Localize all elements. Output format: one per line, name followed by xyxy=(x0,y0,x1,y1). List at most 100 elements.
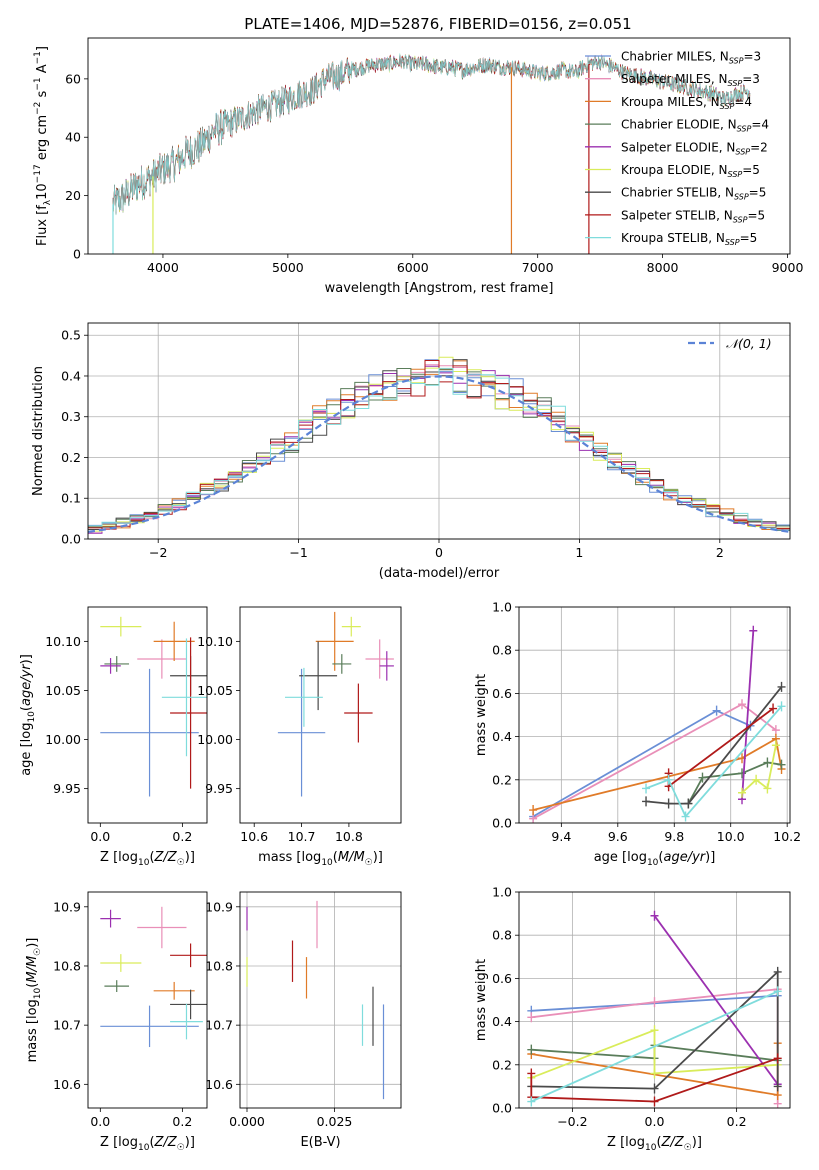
x-tick-label: 4000 xyxy=(147,260,179,275)
mass_vs_ebv-axes: 0.000 0.025 10.6 10.7 10.8 10.9 E(B-V) xyxy=(205,891,402,1150)
x-axis-label: wavelength [Angstrom, rest frame] xyxy=(325,281,554,296)
mass_vs_Z-frame xyxy=(87,891,208,1109)
x-tick-label: −0.2 xyxy=(557,1114,587,1129)
y-tick-label: 0.0 xyxy=(492,816,512,831)
x-tick-label: 5000 xyxy=(272,260,304,275)
legend-label: Salpeter STELIB, NSSP=5 xyxy=(621,208,765,224)
weight-marker xyxy=(664,774,673,785)
residual_hist-frame xyxy=(87,322,791,540)
weight-marker xyxy=(773,1053,782,1064)
y-tick-label: 0.2 xyxy=(492,1057,512,1072)
y-tick-label: 0.4 xyxy=(492,1014,512,1029)
weight-marker xyxy=(771,725,780,736)
x-tick-label: 0.2 xyxy=(727,1114,747,1129)
y-tick-label: 10.7 xyxy=(53,1018,81,1033)
spectrum-line xyxy=(112,53,751,216)
x-tick-label: 9.4 xyxy=(551,829,571,844)
weight-marker xyxy=(773,1098,782,1108)
weight-marker xyxy=(773,986,782,997)
y-axis-label: mass weight xyxy=(474,959,489,1041)
weight-marker xyxy=(529,805,538,816)
x-axis-label: mass [log10(M/M☉)] xyxy=(258,850,383,868)
legend-label: Salpeter MILES, NSSP=3 xyxy=(621,72,760,88)
weight-marker xyxy=(664,798,673,809)
data-point xyxy=(341,616,361,637)
x-tick-label: 0.025 xyxy=(317,1114,353,1129)
mass_vs_ebv-marks xyxy=(246,900,385,1100)
weight-marker xyxy=(777,681,786,692)
x-tick-label: 8000 xyxy=(647,260,679,275)
weight-marker xyxy=(642,796,651,807)
weight-series-line xyxy=(532,737,783,811)
y-axis-label: mass [log10(M/M☉)] xyxy=(25,938,43,1063)
y-tick-label: 0 xyxy=(73,247,81,262)
y-tick-label: 10.8 xyxy=(53,958,81,973)
legend-label: Kroupa MILES, NSSP=4 xyxy=(621,95,752,111)
legend-label: Chabrier STELIB, NSSP=5 xyxy=(621,186,766,202)
weight-marker xyxy=(752,774,761,785)
spectrum-frame xyxy=(87,37,791,255)
y-tick-label: 0.2 xyxy=(61,450,81,465)
weight-series-line xyxy=(530,990,779,1103)
y-tick-label: 10.05 xyxy=(197,683,233,698)
y-tick-label: 10.9 xyxy=(53,899,81,914)
weight_vs_Z-frame xyxy=(518,891,791,1109)
weight-marker xyxy=(749,625,758,636)
weight-marker xyxy=(698,772,707,783)
y-tick-label: 10.10 xyxy=(197,634,233,649)
legend-label: Salpeter ELODIE, NSSP=2 xyxy=(621,140,768,156)
y-tick-label: 9.95 xyxy=(205,781,233,796)
y-tick-label: 10.00 xyxy=(45,732,81,747)
x-tick-label: −1 xyxy=(289,545,307,560)
y-tick-label: 0.0 xyxy=(61,532,81,547)
weight-series-line xyxy=(741,630,755,800)
weight-series-line xyxy=(530,1028,778,1079)
weight_vs_age-grid xyxy=(519,606,790,824)
weight-marker xyxy=(763,783,772,794)
weight-series-line xyxy=(645,686,783,805)
data-point xyxy=(170,1003,203,1040)
weight-marker xyxy=(650,1083,659,1094)
x-tick-label: 7000 xyxy=(522,260,554,275)
y-tick-label: 0.6 xyxy=(492,971,512,986)
legend-label: Kroupa STELIB, NSSP=5 xyxy=(621,231,757,247)
y-tick-label: 60 xyxy=(65,71,81,86)
y-tick-label: 0.3 xyxy=(61,409,81,424)
weight-marker xyxy=(527,1044,536,1055)
y-tick-label: 0.5 xyxy=(61,328,81,343)
weight-series-line xyxy=(530,1057,778,1103)
data-point xyxy=(315,611,354,671)
y-tick-label: 0.8 xyxy=(492,928,512,943)
weight-series-line xyxy=(667,707,774,789)
weight_vs_age-marks xyxy=(529,625,786,823)
y-tick-label: 0.4 xyxy=(492,729,512,744)
x-axis-label: Z [log10(Z/Z☉)] xyxy=(100,850,195,868)
weight-marker xyxy=(650,1068,659,1079)
legend-label: 𝒩(0, 1) xyxy=(726,336,772,351)
weight-marker xyxy=(527,1012,536,1023)
weight-marker xyxy=(650,997,659,1008)
residual_hist-marks xyxy=(88,356,790,534)
weight_vs_Z-axes: −0.2 0.0 0.2 0.0 0.2 0.4 0.6 0.8 1.0 Z [log10(Z/Z… xyxy=(474,885,791,1153)
data-point xyxy=(100,954,142,972)
weight-series-line xyxy=(531,969,779,1090)
x-tick-label: 10.7 xyxy=(288,829,316,844)
y-axis-label: Normed distribution xyxy=(31,366,46,496)
y-tick-label: 1.0 xyxy=(492,600,512,615)
age_vs_Z-axes: 0.0 0.2 9.95 10.00 10.05 10.10 Z [log10(Z/Z☉)]… xyxy=(19,606,208,868)
weight-marker xyxy=(773,1081,782,1092)
data-point xyxy=(170,637,207,789)
x-tick-label: 6000 xyxy=(397,260,429,275)
spectrum-legend: Chabrier MILES, NSSP=3 Salpeter MILES, NS… xyxy=(585,50,769,247)
weight-marker xyxy=(771,740,780,751)
y-tick-label: 10.05 xyxy=(45,683,81,698)
age_vs_Z-marks xyxy=(100,616,207,797)
y-tick-label: 10.00 xyxy=(197,732,233,747)
mass_vs_ebv-frame xyxy=(239,891,402,1109)
weight-marker xyxy=(773,1090,782,1101)
mass_vs_ebv-grid xyxy=(240,892,401,1108)
x-tick-label: 10.6 xyxy=(240,829,268,844)
weight-marker xyxy=(684,798,693,809)
x-tick-label: 0.000 xyxy=(229,1114,265,1129)
data-point xyxy=(100,668,199,797)
